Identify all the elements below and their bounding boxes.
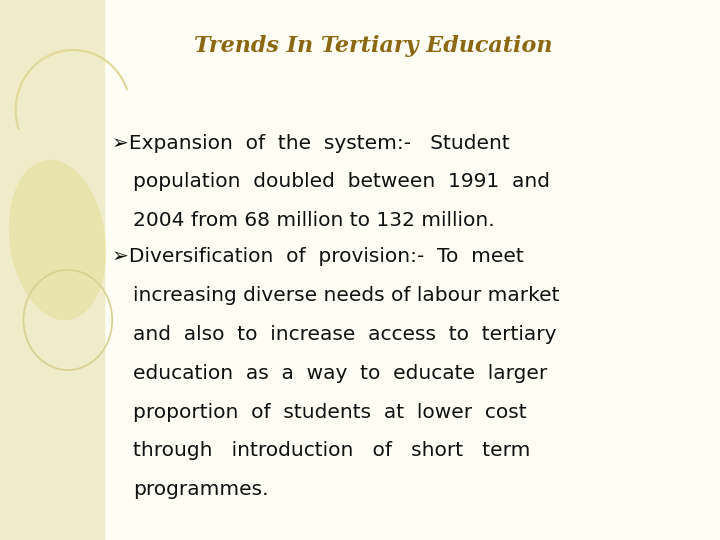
Text: population  doubled  between  1991  and: population doubled between 1991 and [133, 172, 550, 192]
Text: programmes.: programmes. [133, 480, 269, 500]
Text: and  also  to  increase  access  to  tertiary: and also to increase access to tertiary [133, 325, 557, 344]
Text: proportion  of  students  at  lower  cost: proportion of students at lower cost [133, 402, 527, 422]
Text: ➢Expansion  of  the  system:-   Student: ➢Expansion of the system:- Student [112, 133, 509, 153]
Bar [0, 0, 104, 540]
Text: ➢Diversification  of  provision:-  To  meet: ➢Diversification of provision:- To meet [112, 247, 523, 266]
Ellipse shape [9, 160, 105, 320]
Text: education  as  a  way  to  educate  larger: education as a way to educate larger [133, 363, 547, 383]
Text: through   introduction   of   short   term: through introduction of short term [133, 441, 531, 461]
Text: 2004 from 68 million to 132 million.: 2004 from 68 million to 132 million. [133, 211, 495, 231]
Text: Trends In Tertiary Education: Trends In Tertiary Education [194, 35, 553, 57]
Text: increasing diverse needs of labour market: increasing diverse needs of labour marke… [133, 286, 559, 305]
